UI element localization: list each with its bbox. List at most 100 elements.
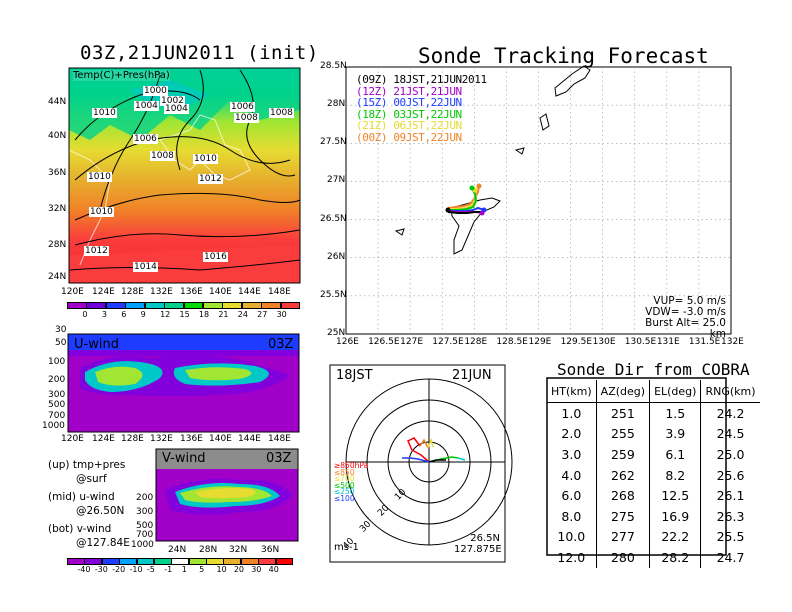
table-cell: 259 <box>595 444 650 465</box>
tracking-lat-label: 25N <box>327 328 346 338</box>
table-cell: 4.0 <box>561 467 582 483</box>
table-cell: 2.0 <box>561 426 582 442</box>
isobar-label: 1014 <box>133 262 158 272</box>
table-cell: 25.5 <box>700 526 760 548</box>
wind-colorbar-swatch <box>275 558 294 565</box>
tracking-legend-entry: (18Z) 03JST,22JUN <box>356 107 462 121</box>
wind-colorbar-swatch <box>223 558 242 565</box>
polar-lat: 26.5N <box>470 533 500 544</box>
init-title: 03Z,21JUN2011 (init) <box>80 42 319 64</box>
note-bot-line2: @127.84E <box>76 537 130 549</box>
wind-colorbar-label: 20 <box>233 565 245 574</box>
table-cell: 6.1 <box>649 444 701 465</box>
colorbar-label: 6 <box>121 310 127 319</box>
v-y-label: 300 <box>136 507 154 517</box>
u-x-label: 128E <box>121 434 144 444</box>
init-lat-label: 44N <box>48 97 67 107</box>
isobar-label: 1006 <box>133 134 158 144</box>
table-cell: 251 <box>595 402 650 424</box>
table-cell: 26.1 <box>700 485 760 506</box>
isobar-label: 1006 <box>230 102 255 112</box>
tracking-lon-label: 126E <box>336 337 359 347</box>
note-up-line1: (up) tmp+pres <box>48 459 126 471</box>
colorbar-label: 24 <box>237 310 248 319</box>
u-x-label: 120E <box>61 434 84 444</box>
polar-level-entry: ≤850 <box>334 467 355 477</box>
tracking-lat-label: 26N <box>327 251 346 262</box>
table-row: 6.0 268 12.5 26.1 <box>547 485 760 506</box>
v-wind-label: V-wind <box>162 451 206 466</box>
table-row: 3.0 259 6.1 25.0 <box>547 444 760 465</box>
table-cell: 6.0 <box>561 488 582 504</box>
v-x-label: 28N <box>199 545 218 555</box>
tracking-lon-label: 129.5E <box>560 337 593 347</box>
param-vdw: VDW= -3.0 m/s <box>645 306 726 318</box>
isobar-label: 1010 <box>92 108 117 118</box>
wind-colorbar-swatch <box>171 558 190 565</box>
wind-colorbar-label: 30 <box>251 565 262 574</box>
tracking-legend-entry: (09Z) 18JST,21JUN2011 <box>356 73 487 86</box>
tracking-lon-label: 126.5E <box>368 337 400 347</box>
polar-time: 18JST <box>336 368 373 383</box>
tracking-lon-label: 128E <box>464 337 488 347</box>
v-x-label: 36N <box>261 545 280 555</box>
isobar-label: 1016 <box>203 252 228 262</box>
note-up-line2: @surf <box>76 473 107 485</box>
polar-lon: 127.875E <box>454 544 502 555</box>
table-header-cell: RNG(km) <box>700 380 760 403</box>
init-lon-label: 128E <box>121 287 144 297</box>
table-cell: 22.2 <box>649 526 701 548</box>
wind-colorbar-swatch <box>119 558 138 565</box>
legend-note-up: (up) tmp+pres @surf <box>48 458 125 486</box>
tracking-lon-label: 127E <box>400 337 424 347</box>
tracking-lat-label: 28N <box>327 99 346 110</box>
wind-colorbar-label: -10 <box>129 565 143 574</box>
colorbar-swatch <box>164 302 184 309</box>
isobar-label: 1008 <box>150 151 175 161</box>
isobar-label: 1000 <box>143 86 168 96</box>
table-row: 4.0 262 8.2 25.6 <box>547 464 760 486</box>
colorbar-label: 3 <box>101 310 107 319</box>
colorbar-swatch <box>202 302 223 309</box>
table-cell: 3.0 <box>561 446 582 462</box>
table-row: 8.0 275 16.9 26.3 <box>547 505 760 527</box>
colorbar-label: 18 <box>198 310 210 319</box>
u-x-label: 136E <box>180 434 203 444</box>
init-lat-label: 40N <box>48 131 67 141</box>
table-cell: 24.7 <box>700 547 760 568</box>
wind-colorbar-label: 5 <box>199 565 205 574</box>
tracking-legend-entry: (15Z) 00JST,22JUN <box>356 96 462 109</box>
wind-colorbar-label: -30 <box>94 565 108 574</box>
colorbar-swatch <box>144 302 165 309</box>
table-header-cell: HT(km) <box>547 380 597 403</box>
isobar-label: 1004 <box>164 104 189 114</box>
tracking-lon-label: 128.5E <box>496 337 528 347</box>
u-wind-label: U-wind <box>74 337 119 352</box>
polar-location: 26.5N 127.875E <box>454 533 502 555</box>
tracking-legend-entry: (12Z) 21JST,21JUN <box>356 84 462 98</box>
table-cell: 1.0 <box>561 405 582 421</box>
u-y-label: 50 <box>55 338 67 348</box>
note-mid-line1: (mid) u-wind <box>48 491 115 503</box>
colorbar-swatch <box>105 302 126 309</box>
table-row: 12.0 280 28.2 24.7 <box>547 547 760 568</box>
isobar-label: 1004 <box>134 101 159 111</box>
init-lon-label: 120E <box>61 287 84 297</box>
wind-colorbar-label: -20 <box>112 565 126 574</box>
colorbar-label: 27 <box>257 310 268 319</box>
tracking-lon-label: 129E <box>528 337 552 347</box>
sonde-dir-table: HT(km) AZ(deg) EL(deg) RNG(km) 1.0 251 1.5 24.… <box>547 380 760 568</box>
table-cell: 262 <box>595 464 650 486</box>
u-y-label: 300 <box>48 390 66 400</box>
wind-colorbar-swatch <box>206 558 224 565</box>
tracking-lon-label: 130.5E <box>624 337 657 347</box>
table-row: 10.0 277 22.2 25.5 <box>547 526 760 548</box>
init-lon-label: 144E <box>238 287 261 297</box>
u-wind-time: 03Z <box>268 337 294 352</box>
u-x-label: 144E <box>238 434 261 444</box>
tracking-lon-label: 131.5E <box>688 337 721 347</box>
table-cell: 12.0 <box>557 549 586 565</box>
isobar-label: 1010 <box>87 172 112 182</box>
